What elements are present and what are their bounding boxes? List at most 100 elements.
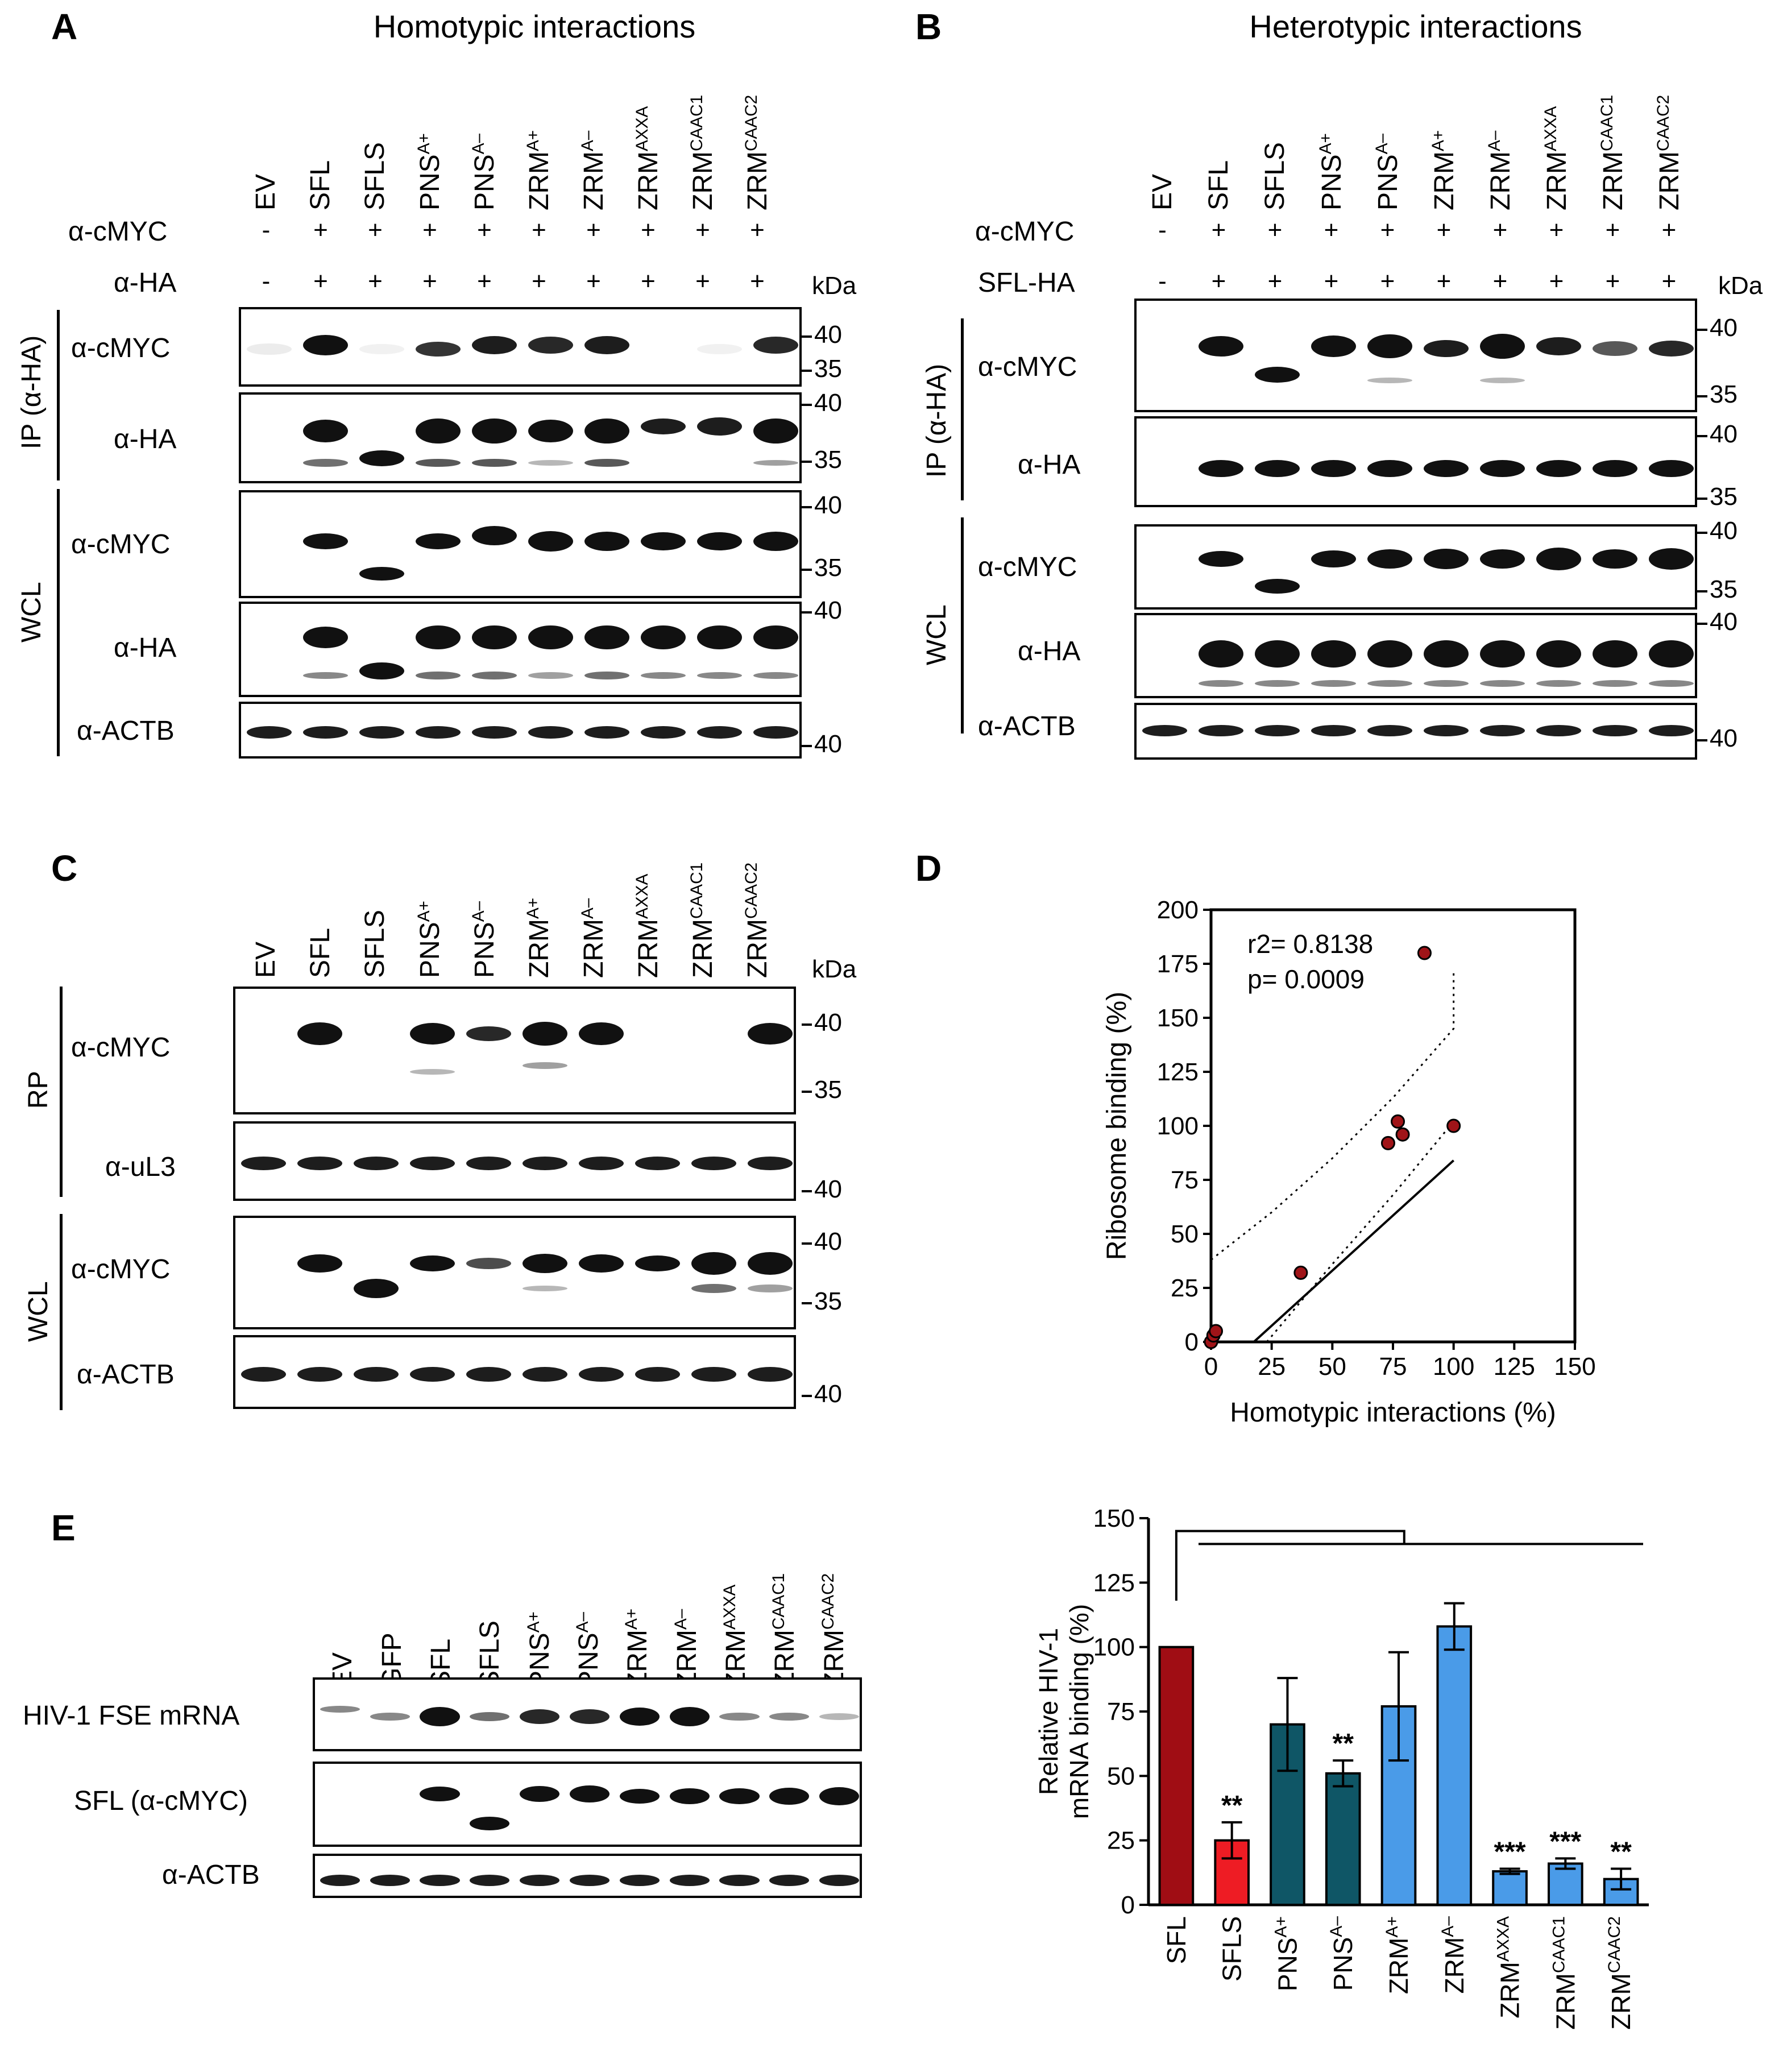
y-tick-label: 50 [1107, 1762, 1135, 1790]
signs-cmyc-a: - + + + + + + + + + [239, 216, 785, 245]
blot-band [1198, 725, 1244, 736]
lane-label: ZRMCAAC1 [687, 94, 718, 210]
row-label-actb: α-ACTB [77, 1360, 175, 1390]
blot-band [769, 1788, 810, 1805]
blot-band [1536, 548, 1582, 570]
row-label-wcl-cmyc: α-cMYC [978, 552, 1077, 582]
blot-b-wcl-ha [1134, 613, 1697, 698]
blot-band [409, 1367, 455, 1382]
confidence-band-upper [1210, 972, 1455, 1261]
lane-label: GFP [376, 1632, 407, 1689]
row-label-wcl-cmyc: α-cMYC [71, 1254, 171, 1284]
mw-tick [802, 1242, 812, 1245]
sign-mark: - [262, 267, 271, 295]
mw-40: 40 [814, 730, 842, 758]
sign-mark: + [586, 267, 601, 295]
blot-band [1423, 725, 1469, 736]
row-label-sflha-b: SFL-HA [978, 268, 1075, 298]
blot-band [470, 1712, 510, 1721]
blot-band [1479, 725, 1525, 736]
mw-40: 40 [1710, 608, 1738, 636]
sign-mark: + [1661, 216, 1677, 244]
significance-mark: ** [1221, 1791, 1243, 1821]
blot-band [528, 460, 574, 466]
blot-band [753, 625, 799, 649]
blot-band [522, 1062, 568, 1069]
lane-labels-b: EV SFL SFLS PNSA+ PNSA– ZRMA+ ZRMA– ZRMAXXA ZRMC… [1134, 85, 1697, 210]
blot-band [415, 342, 461, 357]
blot-band [246, 726, 292, 739]
blot-band [1367, 378, 1413, 383]
y-tick-label: 50 [1171, 1220, 1199, 1248]
significance-mark: *** [1549, 1826, 1581, 1856]
x-tick-label: 50 [1318, 1353, 1346, 1381]
mw-40: 40 [814, 1380, 842, 1408]
blot-band [415, 625, 461, 649]
blot-band [584, 672, 630, 679]
blot-band [528, 420, 574, 442]
blot-band [241, 1157, 287, 1170]
row-label-cmyc-b: α-cMYC [975, 217, 1075, 247]
blot-band [640, 672, 686, 679]
lane-labels-c: EV SFL SFLS PNSA+ PNSA– ZRMA+ ZRMA– ZRMAXXA ZRMC… [239, 853, 785, 978]
row-label-sfl-cmyc: SFL (α-cMYC) [74, 1786, 248, 1816]
blot-a-wcl-ha [239, 602, 802, 697]
data-point [1380, 1136, 1395, 1150]
blot-a-actb [239, 702, 802, 759]
blot-b-ip-ha [1134, 416, 1697, 507]
blot-band [769, 1874, 810, 1886]
blot-band [753, 418, 799, 444]
bracket-line [57, 489, 60, 756]
lane-label: EV [251, 173, 281, 210]
blot-band [415, 459, 461, 467]
blot-band [470, 1817, 510, 1830]
y-tick-label: 25 [1171, 1274, 1199, 1302]
regression-line [1253, 1159, 1455, 1343]
kda-label-c: kDa [812, 955, 857, 983]
blot-b-ip-cmyc [1134, 299, 1697, 412]
mw-tick [1697, 395, 1707, 397]
mw-tick [1697, 590, 1707, 592]
blot-band [584, 625, 630, 649]
blot-band [619, 1874, 660, 1886]
sign-mark: + [422, 267, 437, 295]
blot-band [466, 1157, 512, 1170]
lane-label: PNSA+ [414, 901, 445, 978]
blot-band [691, 1252, 737, 1275]
lane-label: ZRMAXXA [633, 873, 664, 978]
blot-band [1423, 340, 1469, 357]
row-label-cmyc-a: α-cMYC [68, 217, 168, 247]
error-bar [1221, 1821, 1242, 1860]
blot-band [1536, 640, 1582, 668]
blot-band [302, 533, 349, 549]
mw-tick [802, 1023, 812, 1026]
blot-band [1367, 680, 1413, 687]
mw-tick [1697, 498, 1707, 500]
sign-mark: + [1267, 267, 1283, 295]
lane-label: ZRMAXXA [720, 1584, 752, 1689]
sign-mark: + [1324, 216, 1339, 244]
blot-band [584, 459, 630, 467]
lane-label: SFL [425, 1638, 456, 1689]
error-bar [1611, 1867, 1632, 1891]
mw-tick [802, 404, 812, 406]
blot-band [1479, 640, 1525, 668]
blot-band [302, 726, 349, 739]
blot-band [353, 1367, 399, 1382]
blot-band [696, 625, 743, 649]
blot-band [420, 1874, 460, 1886]
data-point [1293, 1265, 1308, 1280]
y-axis-label: Ribosome binding (%) [1102, 992, 1132, 1260]
lane-label: PNSA+ [524, 1611, 555, 1689]
blot-band [522, 1021, 568, 1046]
mw-35: 35 [814, 355, 842, 383]
blot-band [619, 1789, 660, 1804]
lane-label: EV [251, 941, 281, 978]
lane-label: SFLS [1259, 142, 1290, 210]
wcl-label: WCL [16, 582, 47, 643]
blot-band [1367, 725, 1413, 736]
lane-label: ZRMCAAC1 [1597, 94, 1628, 210]
blot-band [640, 418, 686, 434]
blot-band [1648, 548, 1694, 570]
sign-mark: + [1211, 267, 1226, 295]
